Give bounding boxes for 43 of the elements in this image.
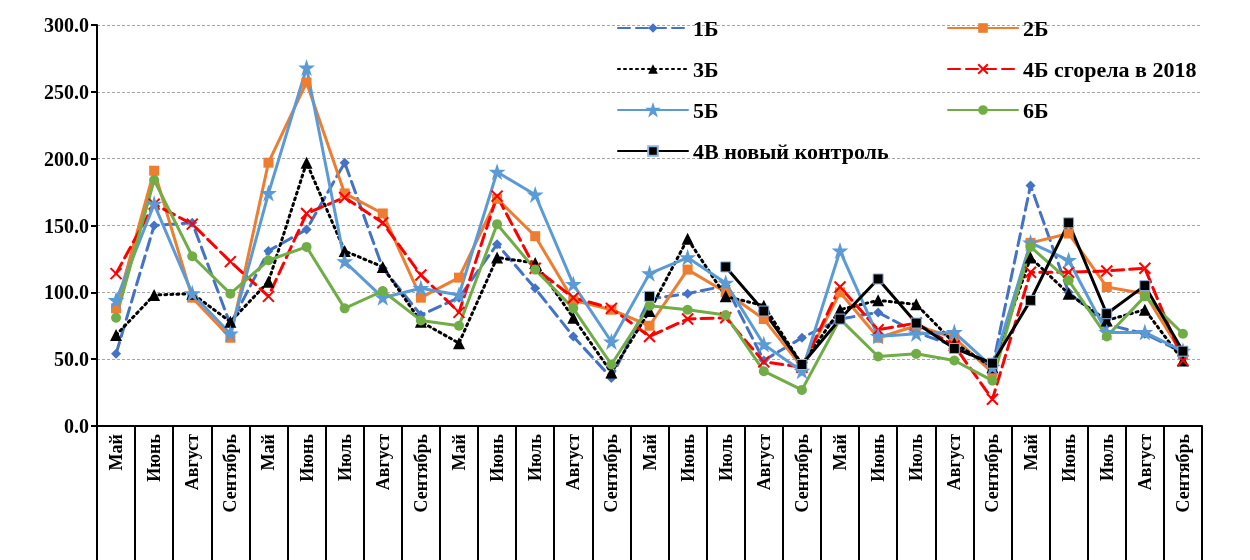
y-tick-label: 100.0 [44,281,89,304]
x-tick-label: Июль [1096,433,1117,481]
y-tick-label: 150.0 [44,214,89,237]
x-tick-label: Сентябрь [982,433,1003,513]
legend-label: 4Б сгорела в 2018 [1023,56,1197,82]
x-tick-label: Июль [715,433,736,481]
y-tick-label: 0.0 [64,415,89,437]
x-tick-label: Сентябрь [410,433,431,513]
y-tick-label: 200.0 [44,147,89,170]
y-tick-label: 300.0 [44,14,89,36]
x-tick-label: Май [1020,434,1041,471]
x-tick-label: Июль [906,433,927,481]
x-tick-label: Июнь [677,433,698,482]
x-tick-label: Сентябрь [220,433,241,513]
x-tick-label: Июль [334,433,355,481]
legend-label: 2Б [1023,15,1049,41]
x-tick-label: Июнь [144,433,165,482]
x-tick-label: Май [258,434,279,471]
x-tick-label: Май [830,434,851,471]
x-tick-label: Май [639,434,660,471]
legend-label: 5Б [693,97,719,123]
x-tick-label: Август [753,433,774,491]
x-tick-label: Май [106,434,127,471]
legend-label: 3Б [693,56,719,82]
x-tick-label: Август [563,433,584,491]
x-tick-label: Сентябрь [791,433,812,513]
legend-label: 6Б [1023,97,1049,123]
y-tick-label: 250.0 [44,80,89,103]
x-tick-label: Июнь [1058,433,1079,482]
legend-label: 1Б [693,15,719,41]
x-tick-label: Июнь [296,433,317,482]
x-tick-label: Май [448,434,469,471]
y-tick-label: 50.0 [54,348,89,371]
x-tick-label: Август [1134,433,1155,491]
x-tick-label: Август [944,433,965,491]
x-tick-label: Июнь [868,433,889,482]
x-tick-label: Август [182,433,203,491]
x-tick-label: Июль [525,433,546,481]
legend-label: 4В новый контроль [693,138,889,164]
x-tick-label: Июнь [487,433,508,482]
x-tick-label: Сентябрь [601,433,622,513]
x-tick-label: Сентябрь [1172,433,1193,513]
x-tick-label: Август [372,433,393,491]
